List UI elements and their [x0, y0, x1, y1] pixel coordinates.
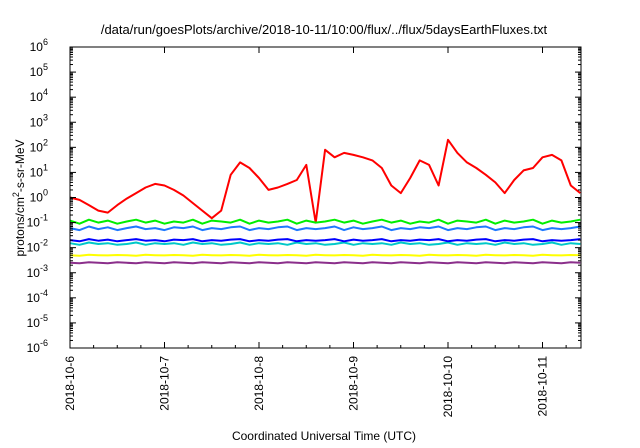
- y-tick-base: 10: [30, 191, 44, 205]
- x-tick-label: 2018-10-6: [63, 356, 77, 411]
- x-axis: 2018-10-6 2018-10-7 2018-10-8 2018-10-9 2018…: [63, 47, 567, 418]
- x-tick-label: 2018-10-11: [536, 356, 550, 417]
- y-tick-label: 106: [30, 37, 48, 54]
- y-tick-base: 10: [30, 40, 44, 54]
- y-tick-base: 10: [27, 241, 41, 255]
- y-axis-label: protons/cm2-s-sr-MeV: [11, 139, 27, 256]
- series-line-3: [69, 241, 581, 246]
- y-tick-label: 102: [30, 137, 48, 154]
- x-tick-label: 2018-10-7: [158, 356, 172, 411]
- y-axis: 10-610-510-410-310-210-11001011021031041…: [27, 37, 581, 355]
- y-tick-label: 10-4: [27, 288, 48, 305]
- y-tick-exponent: 1: [43, 162, 48, 172]
- y-tick-exponent: -4: [40, 288, 48, 298]
- y-tick-base: 10: [27, 291, 41, 305]
- y-tick-label: 10-5: [27, 313, 48, 330]
- y-tick-base: 10: [30, 140, 44, 154]
- series-line-2: [69, 225, 581, 232]
- y-tick-exponent: -3: [40, 263, 48, 273]
- y-tick-base: 10: [27, 216, 41, 230]
- series-line-5: [69, 253, 581, 257]
- y-tick-base: 10: [30, 115, 44, 129]
- y-tick-exponent: -5: [40, 313, 48, 323]
- y-tick-exponent: 3: [43, 112, 48, 122]
- y-tick-label: 10-6: [27, 338, 48, 355]
- y-tick-base: 10: [30, 90, 44, 104]
- y-axis-label-rest: -s-sr-MeV: [13, 139, 27, 192]
- plot-frame: [69, 46, 582, 349]
- y-tick-label: 104: [30, 87, 48, 104]
- y-axis-label-superscript: 2: [11, 192, 21, 197]
- chart-title: /data/run/goesPlots/archive/2018-10-11/1…: [101, 22, 548, 37]
- y-tick-base: 10: [30, 165, 44, 179]
- y-tick-base: 10: [27, 316, 41, 330]
- y-tick-exponent: -2: [40, 238, 48, 248]
- x-tick-label: 2018-10-9: [347, 356, 361, 411]
- series-layer: [69, 138, 581, 265]
- y-tick-label: 10-3: [27, 263, 48, 280]
- y-tick-label: 105: [30, 62, 48, 79]
- y-tick-exponent: 0: [43, 188, 48, 198]
- y-tick-exponent: 2: [43, 137, 48, 147]
- y-tick-label: 103: [30, 112, 48, 129]
- y-tick-base: 10: [27, 341, 41, 355]
- y-tick-exponent: -6: [40, 338, 48, 348]
- y-tick-exponent: -1: [40, 213, 48, 223]
- y-tick-label: 100: [30, 188, 48, 205]
- y-tick-label: 10-2: [27, 238, 48, 255]
- y-tick-base: 10: [27, 266, 41, 280]
- x-tick-label: 2018-10-10: [441, 356, 455, 418]
- series-line-0: [69, 138, 581, 224]
- y-tick-exponent: 5: [43, 62, 48, 72]
- y-tick-exponent: 6: [43, 37, 48, 47]
- y-axis-label-base: protons/cm: [13, 197, 27, 256]
- y-tick-base: 10: [30, 65, 44, 79]
- y-tick-exponent: 4: [43, 87, 48, 97]
- series-line-1: [69, 218, 581, 225]
- y-tick-label: 101: [30, 162, 48, 179]
- x-axis-label: Coordinated Universal Time (UTC): [232, 429, 416, 443]
- series-line-4: [69, 238, 581, 243]
- series-line-6: [69, 261, 581, 265]
- x-tick-label: 2018-10-8: [252, 356, 266, 411]
- y-tick-label: 10-1: [27, 213, 48, 230]
